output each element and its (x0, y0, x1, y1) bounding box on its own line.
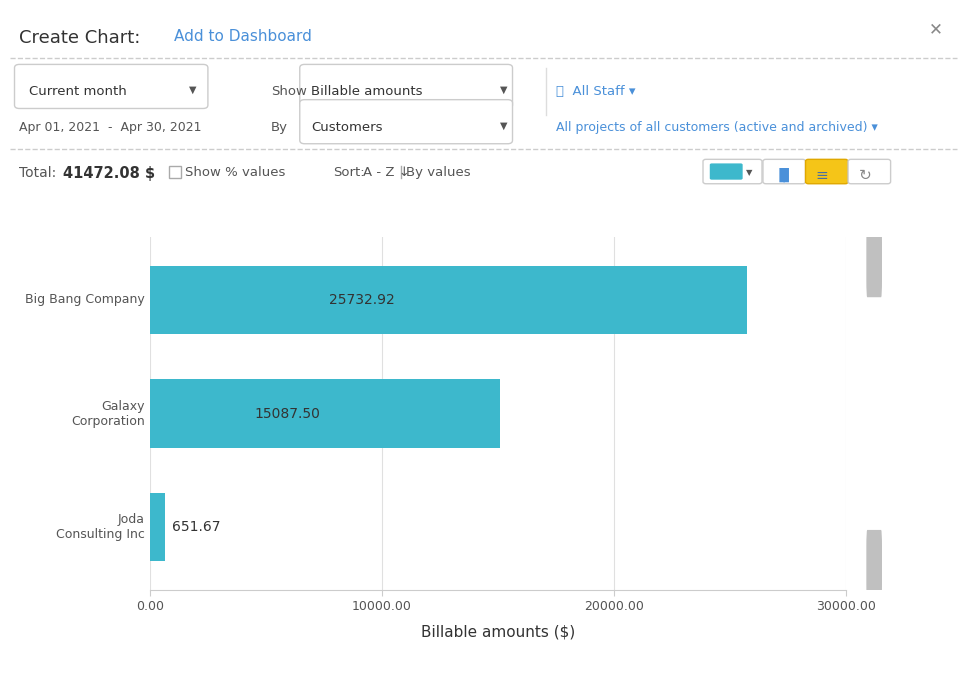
Text: 41472.08 $: 41472.08 $ (63, 166, 155, 181)
Text: ▼: ▼ (746, 168, 752, 177)
Text: ▼: ▼ (189, 85, 196, 95)
Bar (150, 266, 747, 334)
Text: Current month: Current month (29, 85, 127, 98)
X-axis label: Billable amounts ($): Billable amounts ($) (421, 624, 575, 639)
FancyBboxPatch shape (866, 226, 882, 297)
Text: ✕: ✕ (929, 20, 943, 39)
Text: All projects of all customers (active and archived) ▾: All projects of all customers (active an… (556, 121, 878, 134)
Text: ▐▌: ▐▌ (774, 168, 795, 182)
Text: Total:: Total: (19, 166, 57, 180)
Text: By: By (271, 121, 288, 134)
Text: ⓘ  All Staff ▾: ⓘ All Staff ▾ (556, 85, 635, 98)
Text: Show: Show (271, 85, 307, 98)
FancyBboxPatch shape (866, 530, 882, 601)
Text: Sort:: Sort: (334, 166, 366, 179)
Text: ▼: ▼ (500, 85, 508, 95)
Text: 651.67: 651.67 (172, 520, 220, 534)
Text: 25732.92: 25732.92 (329, 293, 395, 307)
Text: Create Chart:: Create Chart: (19, 29, 141, 47)
Text: Apr 01, 2021  -  Apr 30, 2021: Apr 01, 2021 - Apr 30, 2021 (19, 121, 202, 134)
Text: 15087.50: 15087.50 (255, 407, 321, 420)
Text: A - Z ↓: A - Z ↓ (363, 166, 409, 179)
Text: ≡: ≡ (815, 168, 828, 183)
Text: By values: By values (406, 166, 471, 179)
Bar (150, 380, 500, 447)
Bar (150, 493, 165, 561)
Text: Add to Dashboard: Add to Dashboard (174, 29, 312, 44)
Text: ↻: ↻ (859, 168, 871, 183)
Text: ▼: ▼ (500, 121, 508, 131)
Text: Billable amounts: Billable amounts (311, 85, 423, 98)
Text: Customers: Customers (311, 121, 383, 134)
Text: Show % values: Show % values (185, 166, 285, 179)
